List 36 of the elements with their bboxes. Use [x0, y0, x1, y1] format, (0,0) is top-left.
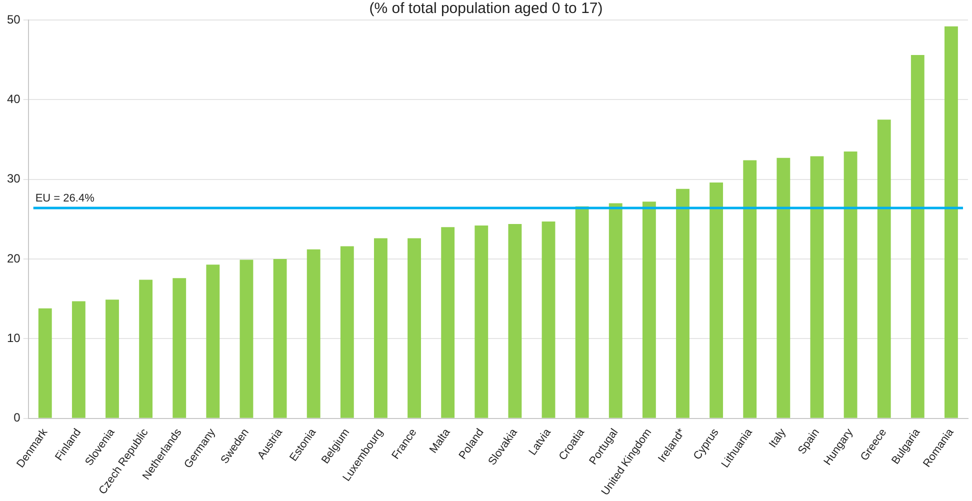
bar — [642, 202, 656, 418]
bar — [106, 300, 119, 418]
bar — [710, 182, 724, 418]
y-tick-label: 0 — [14, 410, 21, 425]
y-tick-label: 30 — [6, 172, 21, 186]
bar — [139, 280, 153, 418]
y-tick-label: 10 — [6, 330, 21, 345]
bar — [172, 278, 186, 418]
y-tick-label: 40 — [6, 92, 21, 106]
bar — [374, 238, 388, 418]
bar — [508, 224, 522, 418]
bar — [240, 260, 254, 418]
bar — [306, 249, 320, 418]
bar — [474, 226, 488, 418]
bar — [38, 308, 52, 418]
bar — [608, 203, 622, 418]
y-tick-label: 50 — [6, 12, 21, 26]
bar — [206, 264, 220, 418]
bar — [910, 55, 924, 418]
chart-title: (% of total population aged 0 to 17) — [369, 0, 603, 18]
ref-line-label: EU = 26.4% — [35, 192, 95, 205]
bar — [72, 301, 86, 418]
bar — [273, 258, 287, 418]
y-tick-label: 20 — [6, 251, 21, 266]
bar — [676, 188, 690, 418]
bar — [441, 227, 455, 418]
bar — [810, 156, 824, 418]
bar — [776, 158, 790, 418]
bar — [408, 238, 421, 418]
bar — [877, 120, 891, 418]
bar — [575, 206, 589, 418]
bar — [743, 160, 757, 418]
bar — [340, 246, 354, 418]
bar — [542, 222, 556, 418]
bar — [844, 151, 858, 418]
bar — [944, 26, 958, 418]
